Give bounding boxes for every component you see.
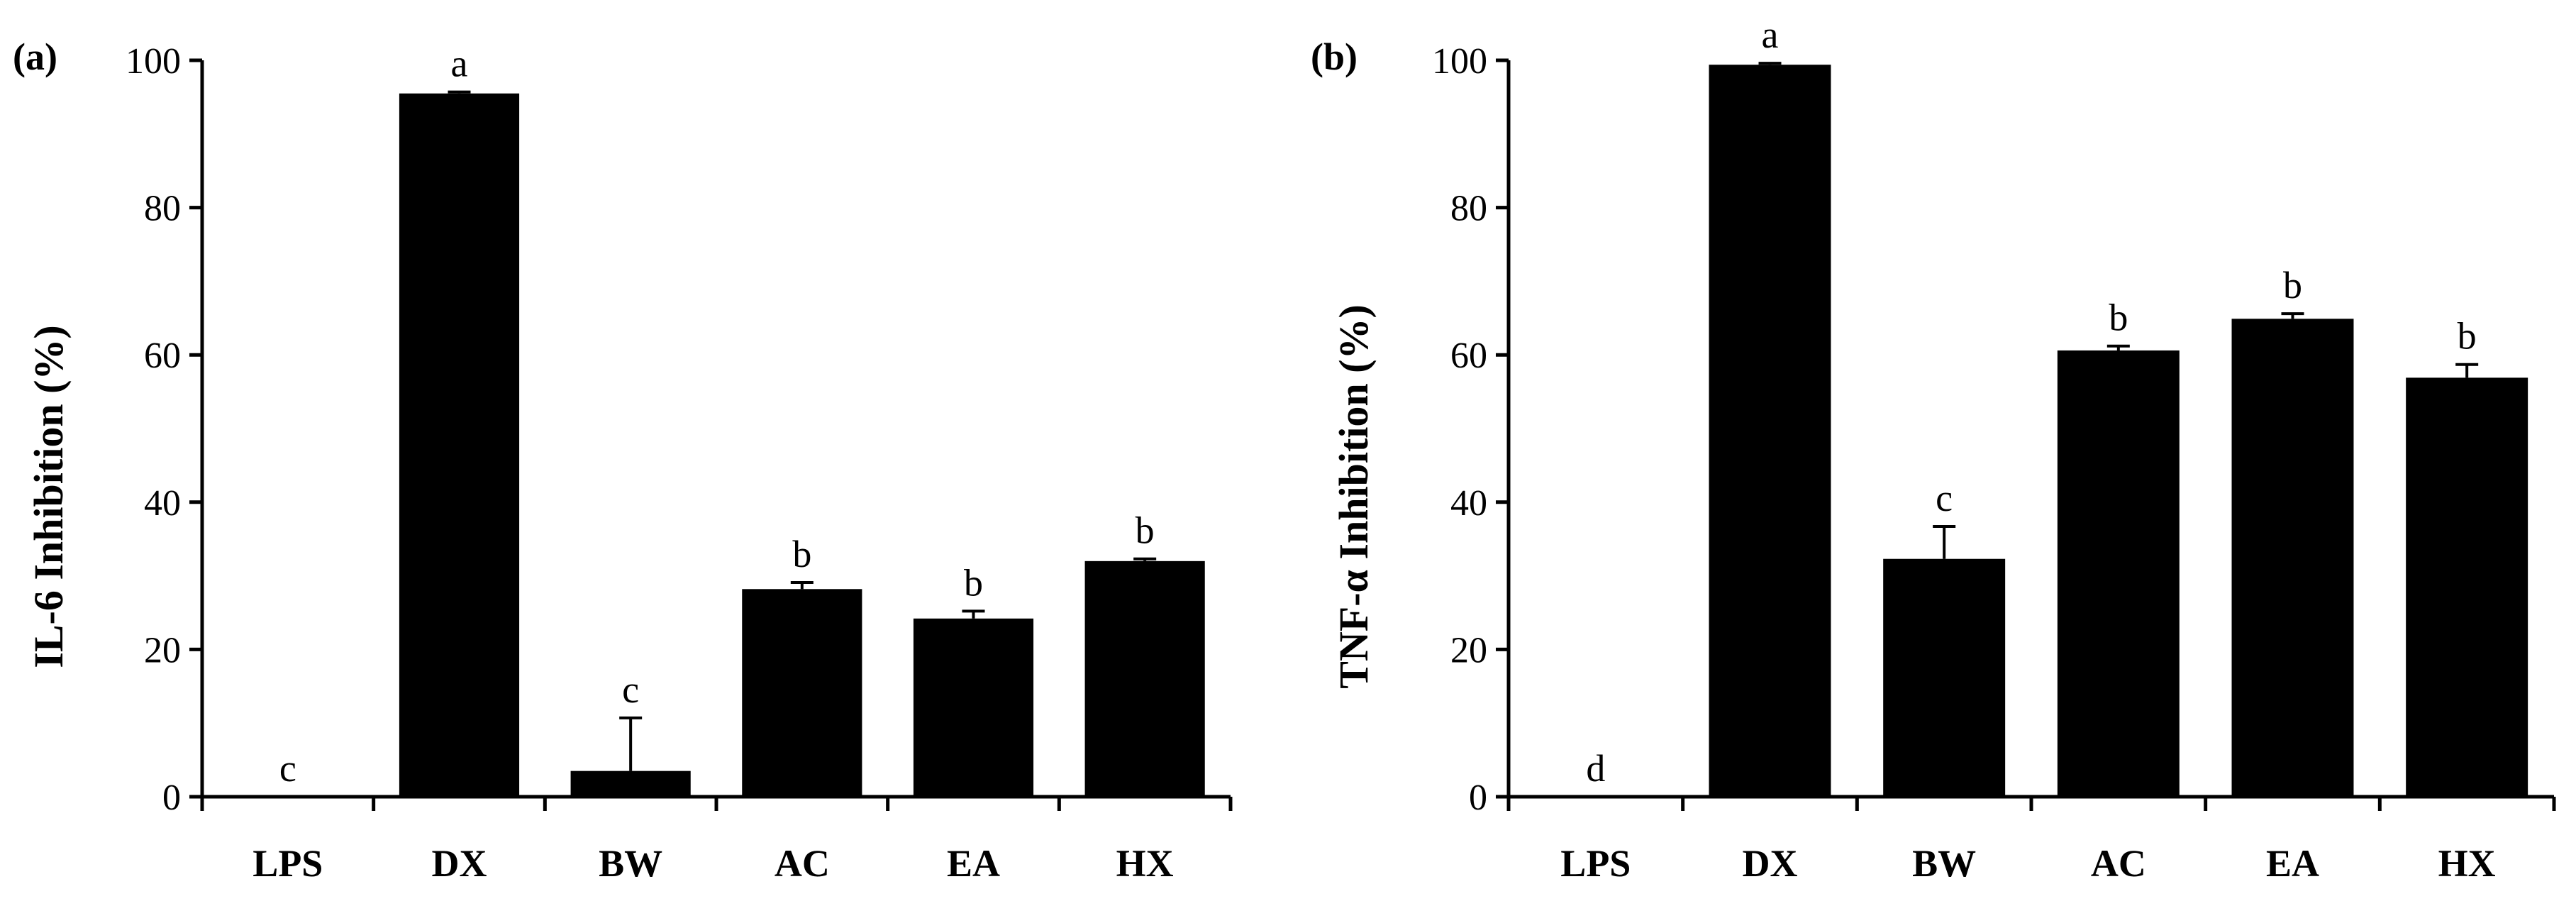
y-tick-label: 60 bbox=[144, 336, 181, 376]
x-tick-label: HX bbox=[2438, 842, 2496, 885]
y-axis-title: TNF-α Inhibition (%) bbox=[1331, 304, 1377, 689]
y-tick-label: 60 bbox=[1450, 336, 1487, 376]
y-tick-label: 100 bbox=[1432, 41, 1487, 82]
x-tick-label: BW bbox=[599, 842, 662, 885]
y-tick-label: 20 bbox=[144, 630, 181, 670]
chart-panel-b: (b) TNF-α Inhibition (%) 0 20 40 60 80 100 d LP… bbox=[1311, 13, 2556, 885]
significance-label: b bbox=[792, 533, 811, 575]
significance-label: a bbox=[1762, 13, 1779, 56]
x-tick-label: BW bbox=[1912, 842, 1976, 885]
significance-label: b bbox=[1136, 509, 1155, 552]
bar-dx bbox=[1709, 65, 1831, 797]
significance-label: a bbox=[451, 43, 468, 85]
bar-ea bbox=[2231, 319, 2354, 797]
chart-panel-a: (a) IL-6 Inhibition (%) 0 20 40 60 80 100 c LPS… bbox=[13, 35, 1233, 885]
y-tick-label: 0 bbox=[1469, 778, 1487, 818]
y-tick-label: 100 bbox=[126, 41, 181, 82]
significance-label: b bbox=[964, 561, 983, 604]
significance-label: b bbox=[2458, 315, 2477, 358]
x-tick-label: LPS bbox=[1560, 842, 1631, 885]
significance-label: c bbox=[1936, 477, 1953, 519]
y-tick-label: 40 bbox=[1450, 483, 1487, 524]
significance-label: c bbox=[622, 668, 639, 711]
x-tick-label: EA bbox=[947, 842, 1000, 885]
x-tick-label: AC bbox=[2091, 842, 2146, 885]
bar-bw bbox=[1883, 558, 2006, 797]
x-tick-label: EA bbox=[2266, 842, 2319, 885]
significance-label: d bbox=[1586, 747, 1605, 790]
bar-hx bbox=[2406, 377, 2528, 797]
y-tick-label: 20 bbox=[1450, 630, 1487, 670]
y-tick-label: 0 bbox=[162, 778, 181, 818]
y-axis-title: IL-6 Inhibition (%) bbox=[26, 325, 72, 668]
y-tick-label: 80 bbox=[144, 189, 181, 229]
significance-label: c bbox=[279, 747, 296, 790]
panel-label: (b) bbox=[1311, 35, 1358, 78]
y-tick-label: 80 bbox=[1450, 189, 1487, 229]
x-tick-label: DX bbox=[432, 842, 487, 885]
panel-label: (a) bbox=[13, 35, 57, 78]
bar-dx bbox=[399, 93, 520, 797]
bar-ea bbox=[913, 618, 1034, 797]
x-tick-label: AC bbox=[775, 842, 830, 885]
significance-label: b bbox=[2109, 297, 2128, 339]
x-tick-label: LPS bbox=[252, 842, 323, 885]
bar-hx bbox=[1084, 560, 1205, 797]
bar-ac bbox=[2057, 350, 2180, 797]
significance-label: b bbox=[2283, 264, 2302, 306]
bar-ac bbox=[742, 589, 862, 797]
bar-bw bbox=[570, 770, 691, 797]
x-tick-label: DX bbox=[1743, 842, 1798, 885]
x-tick-label: HX bbox=[1116, 842, 1174, 885]
y-tick-label: 40 bbox=[144, 483, 181, 524]
